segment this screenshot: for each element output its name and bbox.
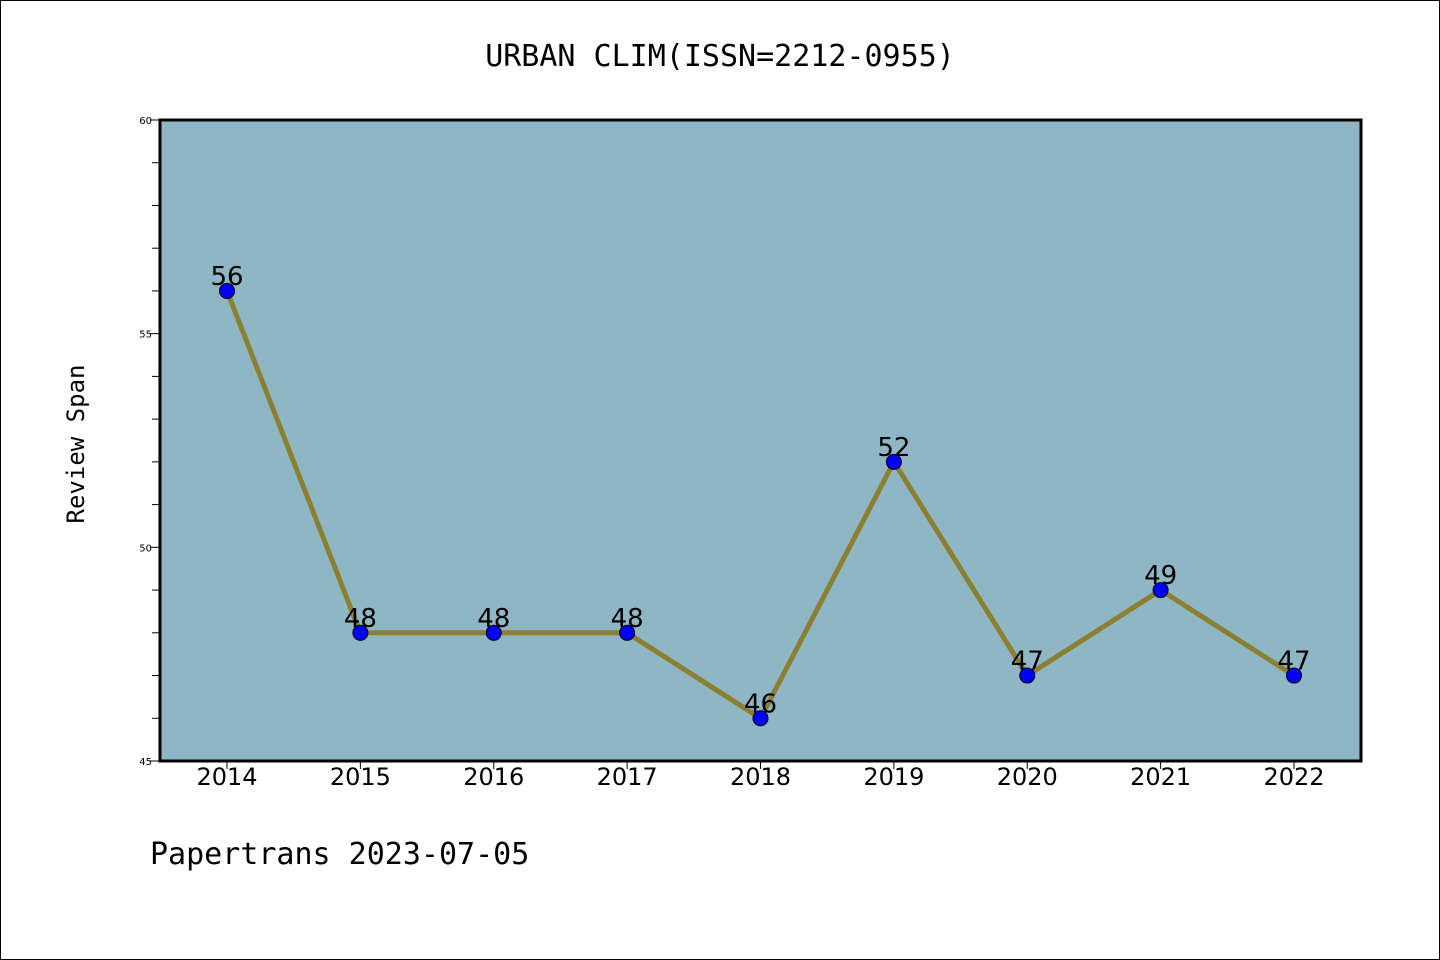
- y-axis-label: Review Span: [62, 365, 90, 524]
- data-point: [752, 710, 769, 727]
- series-group: [219, 282, 1302, 727]
- chart-title: URBAN CLIM(ISSN=2212-0955): [485, 39, 955, 74]
- x-tick-label: 2019: [863, 763, 924, 791]
- x-tick-label: 2022: [1263, 763, 1324, 791]
- y-tick-label: 55: [139, 330, 152, 341]
- x-tick-label: 2016: [463, 763, 524, 791]
- data-point: [352, 624, 369, 641]
- data-point: [1286, 667, 1302, 684]
- y-tick-label: 50: [139, 543, 152, 554]
- data-label: 56: [210, 262, 243, 292]
- y-axis-ticks: 45 50 55 60: [139, 116, 160, 768]
- x-tick-label: 2014: [196, 763, 257, 791]
- data-point: [619, 624, 636, 641]
- data-label: 48: [611, 604, 644, 634]
- data-label: 48: [344, 604, 377, 634]
- x-tick-label: 2021: [1130, 763, 1191, 791]
- data-label: 47: [1011, 647, 1044, 677]
- x-axis-ticks: 2014 2015 2016 2017 2018 2019 2020 2021 2022: [196, 761, 1325, 791]
- data-label: 52: [877, 433, 910, 463]
- x-tick-label: 2017: [597, 763, 658, 791]
- data-point: [885, 453, 902, 470]
- data-point: [1019, 667, 1036, 684]
- footer-text: Papertrans 2023-07-05: [150, 837, 529, 872]
- data-point: [485, 624, 502, 641]
- x-tick-label: 2018: [730, 763, 791, 791]
- y-tick-label: 45: [139, 757, 152, 768]
- data-label: 48: [477, 604, 510, 634]
- y-tick-label: 60: [139, 116, 152, 127]
- x-tick-label: 2020: [997, 763, 1058, 791]
- x-tick-label: 2015: [330, 763, 391, 791]
- plot-area: [158, 118, 1363, 763]
- data-label: 49: [1144, 561, 1177, 591]
- data-label: 46: [744, 689, 777, 719]
- data-point: [1152, 582, 1169, 599]
- data-labels-group: 56 48 48 48 46 52 47 49 47: [210, 262, 1310, 719]
- data-label: 47: [1277, 647, 1310, 677]
- data-point: [219, 282, 235, 299]
